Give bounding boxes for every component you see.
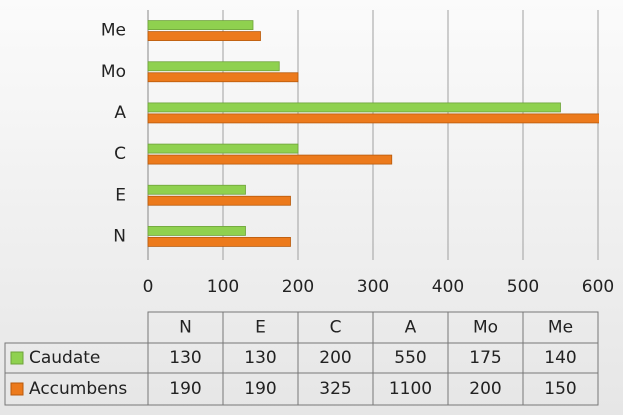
table-value: 325 [319,379,351,399]
table-value: 550 [394,348,426,368]
x-tick-label: 100 [207,277,239,297]
x-tick-label: 500 [507,277,539,297]
bar [147,154,393,165]
table-header: Me [548,318,573,338]
bar [147,113,599,124]
bar [147,102,561,113]
bar [147,143,299,154]
legend-label: Accumbens [29,379,127,399]
table-header: A [405,318,417,338]
legend-marker [10,382,24,396]
bar [147,72,299,83]
table-value: 200 [469,379,501,399]
y-tick-label: C [114,144,126,164]
x-tick-label: 600 [582,277,614,297]
bar [147,20,254,30]
table-value: 150 [544,379,576,399]
y-tick-label: E [115,185,126,205]
table-value: 190 [244,379,276,399]
y-tick-label: A [114,103,126,123]
bar [147,195,291,206]
x-tick-label: 300 [357,277,389,297]
bar [147,61,280,72]
table-value: 175 [469,348,501,368]
table-value: 200 [319,348,351,368]
y-tick-label: N [113,226,126,246]
table-value: 130 [169,348,201,368]
x-tick-label: 200 [282,277,314,297]
y-tick-label: Me [101,21,126,41]
table-header: N [179,318,192,338]
table-value: 1100 [389,379,432,399]
table-header: E [255,318,266,338]
bar [147,31,261,41]
x-tick-label: 0 [143,277,154,297]
y-tick-label: Mo [101,62,126,82]
bar [147,226,246,236]
table-value: 130 [244,348,276,368]
legend-label: Caudate [29,348,100,368]
table-value: 190 [169,379,201,399]
data-table: N E C A Mo Me Caudate 130 130 200 550 175 140 Accumbe… [4,311,599,406]
legend-marker [10,351,24,365]
table-header: Mo [473,318,498,338]
table-header: C [330,318,342,338]
table-value: 140 [544,348,576,368]
bars [147,20,599,247]
bar [147,237,291,247]
x-tick-label: 400 [432,277,464,297]
grid [147,10,599,260]
bar [147,184,246,195]
labels: 0 100 200 300 400 500 600 N E C A Mo Me [101,21,614,297]
